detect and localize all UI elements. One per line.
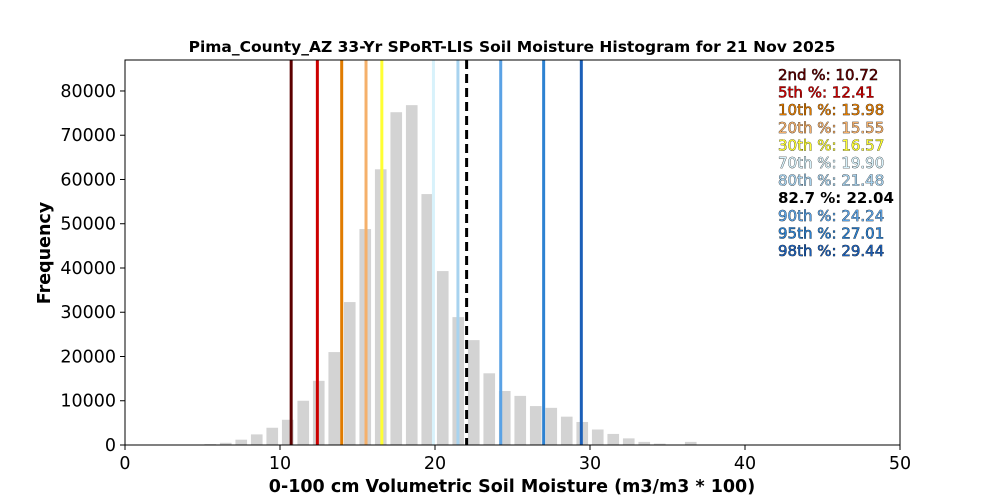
histogram-bar: [421, 194, 434, 445]
percentile-annotation: 30th %: 16.57: [778, 136, 884, 154]
histogram-bar: [514, 395, 527, 445]
y-axis-label: Frequency: [35, 201, 55, 304]
x-tick-label: 10: [269, 454, 291, 474]
x-axis-label: 0-100 cm Volumetric Soil Moisture (m3/m3…: [269, 477, 755, 497]
x-tick-label: 50: [889, 454, 911, 474]
percentile-annotation: 95th %: 27.01: [778, 224, 884, 242]
histogram-bar: [405, 105, 418, 445]
histogram-bar: [467, 340, 480, 445]
percentile-annotation: 98th %: 29.44: [778, 242, 884, 260]
histogram-bar: [483, 373, 496, 445]
histogram-bar: [235, 439, 248, 445]
histogram-bar: [653, 443, 666, 445]
histogram-bar: [436, 271, 449, 445]
percentile-annotation: 90th %: 24.24: [778, 207, 884, 225]
x-tick-label: 0: [119, 454, 130, 474]
y-tick-label: 60000: [60, 170, 116, 190]
y-tick-label: 40000: [60, 259, 116, 279]
percentile-annotation: 82.7 %: 22.04: [778, 189, 894, 207]
chart-title: Pima_County_AZ 33-Yr SPoRT-LIS Soil Mois…: [189, 38, 836, 56]
percentile-annotation: 70th %: 19.90: [778, 154, 884, 172]
plot-area-frame: [124, 59, 901, 446]
histogram-bar: [281, 419, 294, 445]
percentile-annotation: 5th %: 12.41: [778, 84, 875, 102]
histogram-bar: [622, 438, 635, 445]
x-tick-label: 40: [734, 454, 756, 474]
percentile-annotation: 80th %: 21.48: [778, 172, 884, 190]
percentile-annotation: 20th %: 15.55: [778, 119, 884, 137]
histogram-bar: [266, 427, 279, 445]
percentile-annotation: 2nd %: 10.72: [778, 66, 878, 84]
y-ticks-layer: 0 10000 20000 30000 40000 50000 60000 70000 8000…: [60, 82, 125, 456]
y-tick-label: 10000: [60, 392, 116, 412]
axes-layer: [124, 59, 901, 446]
y-tick-label: 70000: [60, 126, 116, 146]
y-tick-label: 30000: [60, 303, 116, 323]
histogram-bar: [328, 352, 341, 445]
histogram-bar: [560, 416, 573, 445]
histogram-bar: [684, 441, 697, 445]
x-ticks-layer: 0 10 20 30 40 50: [119, 445, 911, 474]
y-tick-label: 50000: [60, 215, 116, 235]
histogram-bar: [498, 391, 511, 445]
histogram-bar: [638, 441, 651, 445]
histogram-bar: [390, 112, 403, 445]
percentile-annotation: 10th %: 13.98: [778, 101, 884, 119]
histogram-bar: [219, 442, 232, 445]
histogram-bar: [297, 400, 310, 445]
x-tick-label: 20: [424, 454, 446, 474]
y-tick-label: 80000: [60, 82, 116, 102]
histogram-bar: [529, 406, 542, 445]
histogram-bar: [591, 429, 604, 445]
histogram-bar: [607, 433, 620, 445]
histogram-bar: [250, 434, 263, 445]
y-tick-label: 20000: [60, 347, 116, 367]
y-tick-label: 0: [105, 436, 116, 456]
histogram-bar: [343, 302, 356, 445]
percentile-lines-layer: [289, 60, 583, 445]
histogram-bar: [545, 407, 558, 445]
x-tick-label: 30: [579, 454, 601, 474]
